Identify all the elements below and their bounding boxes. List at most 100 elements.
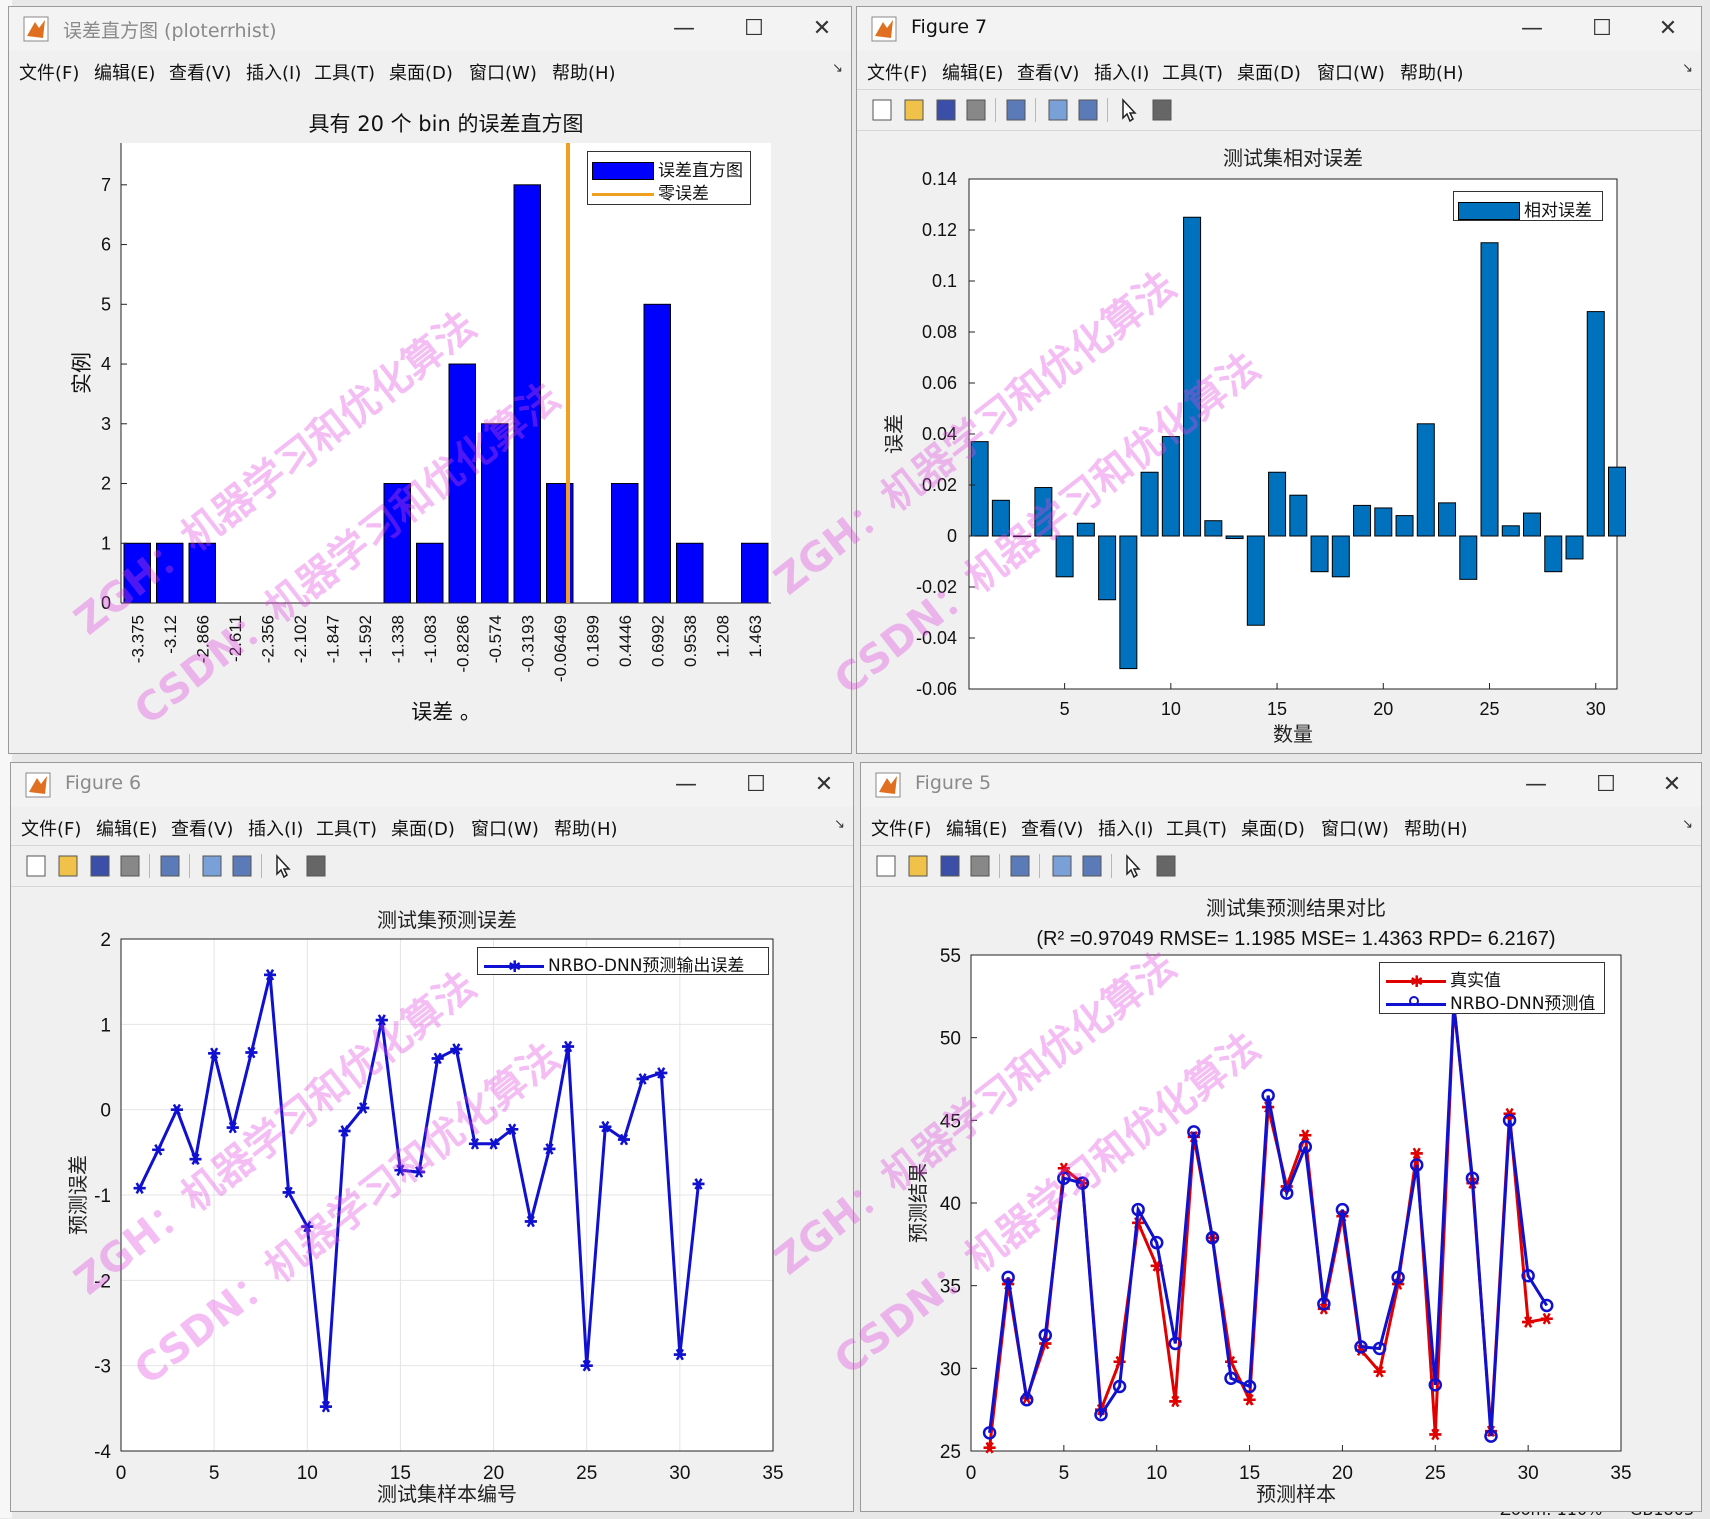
menu-desktop[interactable]: 桌面(D) <box>389 63 453 84</box>
open-file-icon[interactable] <box>55 853 81 879</box>
x-tick-label: 0 <box>116 1463 127 1484</box>
menu-edit[interactable]: 编辑(E) <box>94 63 156 84</box>
menu-help[interactable]: 帮助(H) <box>554 819 618 840</box>
menu-view[interactable]: 查看(V) <box>1017 63 1080 84</box>
predicted-point-marker <box>1057 1171 1071 1185</box>
x-tick-label: 20 <box>1373 699 1393 719</box>
menu-tools[interactable]: 工具(T) <box>1166 819 1228 840</box>
menu-desktop[interactable]: 桌面(D) <box>1237 63 1301 84</box>
x-axis-label: 测试集样本编号 <box>377 1482 517 1506</box>
error-point-marker <box>413 1166 426 1178</box>
menu-desktop[interactable]: 桌面(D) <box>391 819 455 840</box>
predicted-point-marker <box>1502 1113 1517 1128</box>
titlebar[interactable]: Figure 5 — ☐ ✕ <box>861 763 1701 807</box>
pointer-icon[interactable] <box>1119 853 1145 879</box>
minimize-button[interactable]: — <box>673 16 695 41</box>
print-icon[interactable] <box>117 853 143 879</box>
legend-marker-pred <box>1409 995 1419 1006</box>
titlebar[interactable]: Figure 6 — ☐ ✕ <box>11 763 853 807</box>
menu-file[interactable]: 文件(F) <box>19 63 80 84</box>
link-icon[interactable] <box>1003 97 1029 123</box>
legend-icon[interactable] <box>1079 853 1105 879</box>
menu-tools[interactable]: 工具(T) <box>316 819 378 840</box>
colorbar-icon[interactable] <box>1045 97 1071 123</box>
dock-arrow-icon[interactable]: ↘ <box>834 817 845 832</box>
dock-arrow-icon[interactable]: ↘ <box>1682 817 1693 832</box>
menu-help[interactable]: 帮助(H) <box>1404 819 1468 840</box>
menu-window[interactable]: 窗口(W) <box>1317 63 1385 84</box>
dock-arrow-icon[interactable]: ↘ <box>1682 61 1693 76</box>
minimize-button[interactable]: — <box>1525 772 1547 797</box>
titlebar[interactable]: Figure 7 — ☐ ✕ <box>857 7 1701 51</box>
pointer-icon[interactable] <box>269 853 295 879</box>
colorbar-icon[interactable] <box>1049 853 1075 879</box>
menu-view[interactable]: 查看(V) <box>1021 819 1084 840</box>
maximize-button[interactable]: ☐ <box>1596 772 1616 797</box>
menu-help[interactable]: 帮助(H) <box>552 63 616 84</box>
menu-window[interactable]: 窗口(W) <box>469 63 537 84</box>
print-icon[interactable] <box>963 97 989 123</box>
legend-icon[interactable] <box>229 853 255 879</box>
new-figure-icon[interactable] <box>869 97 895 123</box>
new-figure-icon[interactable] <box>873 853 899 879</box>
menu-insert[interactable]: 插入(I) <box>248 819 304 840</box>
histogram-bar <box>448 363 476 604</box>
menu-edit[interactable]: 编辑(E) <box>946 819 1008 840</box>
menu-window[interactable]: 窗口(W) <box>1321 819 1389 840</box>
close-button[interactable]: ✕ <box>814 772 834 797</box>
minimize-button[interactable]: — <box>675 772 697 797</box>
save-icon[interactable] <box>933 97 959 123</box>
menu-insert[interactable]: 插入(I) <box>246 63 302 84</box>
maximize-button[interactable]: ☐ <box>744 16 764 41</box>
error-point-marker <box>468 1137 481 1150</box>
new-figure-icon[interactable] <box>23 853 49 879</box>
close-button[interactable]: ✕ <box>1658 16 1678 41</box>
colorbar-icon[interactable] <box>199 853 225 879</box>
menu-insert[interactable]: 插入(I) <box>1098 819 1154 840</box>
legend-icon[interactable] <box>1075 97 1101 123</box>
minimize-button[interactable]: — <box>1521 16 1543 41</box>
predicted-point-marker <box>1335 1202 1350 1217</box>
relative-error-bar <box>1586 311 1605 537</box>
close-button[interactable]: ✕ <box>812 16 832 41</box>
menu-help[interactable]: 帮助(H) <box>1400 63 1464 84</box>
pointer-icon[interactable] <box>1115 97 1141 123</box>
menu-view[interactable]: 查看(V) <box>169 63 232 84</box>
error-point-marker <box>599 1120 612 1133</box>
open-file-icon[interactable] <box>905 853 931 879</box>
link-icon[interactable] <box>1007 853 1033 879</box>
error-point-marker <box>357 1102 370 1114</box>
y-tick-label: -2 <box>94 1271 111 1292</box>
save-icon[interactable] <box>87 853 113 879</box>
menu-file[interactable]: 文件(F) <box>21 819 82 840</box>
menu-view[interactable]: 查看(V) <box>171 819 234 840</box>
maximize-button[interactable]: ☐ <box>1592 16 1612 41</box>
predicted-point-marker <box>1001 1270 1015 1285</box>
link-icon[interactable] <box>157 853 183 879</box>
menu-tools[interactable]: 工具(T) <box>1162 63 1224 84</box>
y-tick-label: 1 <box>100 1015 111 1036</box>
titlebar[interactable]: 误差直方图 (ploterrhist) — ☐ ✕ <box>9 7 851 51</box>
print-icon[interactable] <box>967 853 993 879</box>
dock-arrow-icon[interactable]: ↘ <box>832 61 843 76</box>
open-file-icon[interactable] <box>901 97 927 123</box>
property-editor-icon[interactable] <box>1149 97 1175 123</box>
close-button[interactable]: ✕ <box>1662 772 1682 797</box>
legend-label-rel: 相对误差 <box>1524 201 1592 221</box>
error-point-marker <box>245 1046 258 1059</box>
relative-error-bar <box>1119 535 1138 670</box>
menu-edit[interactable]: 编辑(E) <box>96 819 158 840</box>
menu-edit[interactable]: 编辑(E) <box>942 63 1004 84</box>
menu-file[interactable]: 文件(F) <box>871 819 932 840</box>
menu-tools[interactable]: 工具(T) <box>314 63 376 84</box>
menu-file[interactable]: 文件(F) <box>867 63 928 84</box>
property-editor-icon[interactable] <box>1153 853 1179 879</box>
menu-desktop[interactable]: 桌面(D) <box>1241 819 1305 840</box>
window-figure-5: Figure 5 — ☐ ✕ 文件(F) 编辑(E) 查看(V) 插入(I) 工… <box>860 762 1702 1512</box>
maximize-button[interactable]: ☐ <box>746 772 766 797</box>
relative-error-bar <box>1034 487 1053 537</box>
menu-window[interactable]: 窗口(W) <box>471 819 539 840</box>
property-editor-icon[interactable] <box>303 853 329 879</box>
menu-insert[interactable]: 插入(I) <box>1094 63 1150 84</box>
save-icon[interactable] <box>937 853 963 879</box>
